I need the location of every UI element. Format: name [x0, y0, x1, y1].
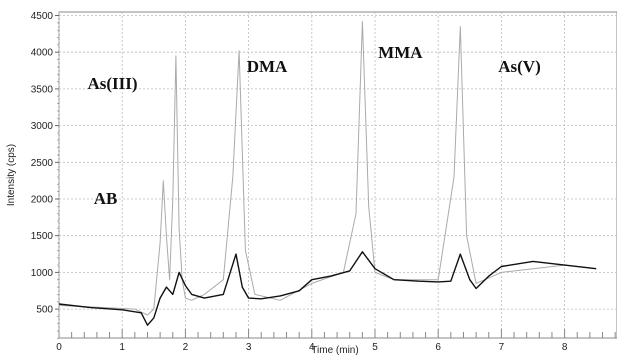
peak-label: AB: [94, 189, 118, 208]
x-tick-label: 0: [56, 342, 62, 353]
x-tick-label: 7: [499, 342, 505, 353]
y-tick-label: 2000: [31, 195, 54, 206]
peak-label: DMA: [247, 57, 288, 76]
x-tick-label: 6: [435, 342, 441, 353]
peak-label: MMA: [378, 43, 423, 62]
peak-annotations: As(III) DMA MMA As(V) AB: [87, 43, 540, 208]
series-line-1: [58, 20, 597, 316]
y-tick-label: 3500: [31, 84, 54, 95]
y-axis-title: Intensity (cps): [6, 144, 17, 206]
tick-marks: [55, 15, 616, 339]
x-tick-label: 2: [183, 342, 189, 353]
y-tick-label: 500: [36, 305, 53, 316]
y-tick-label: 4500: [31, 11, 54, 22]
y-tick-label: 1500: [31, 231, 54, 242]
plot-frame: [58, 11, 617, 339]
x-tick-label: 4: [309, 342, 315, 353]
tick-labels: 500 1000 1500 2000 2500 3000 3500 4000 4500 0 1 2 3 4…: [31, 11, 568, 353]
x-tick-label: 1: [119, 342, 125, 353]
x-tick-label: 5: [372, 342, 378, 353]
grid: [58, 12, 617, 338]
x-tick-label: 3: [246, 342, 252, 353]
x-tick-label: 8: [562, 342, 568, 353]
y-tick-label: 1000: [31, 268, 54, 279]
peak-label: As(III): [87, 74, 137, 93]
y-tick-label: 4000: [31, 48, 54, 59]
peak-label: As(V): [498, 57, 541, 76]
y-tick-label: 2500: [31, 158, 54, 169]
y-tick-label: 3000: [31, 121, 54, 132]
x-axis-title: Time (min): [311, 345, 358, 355]
series-layer: [58, 20, 597, 326]
series-line-2: [58, 251, 597, 326]
